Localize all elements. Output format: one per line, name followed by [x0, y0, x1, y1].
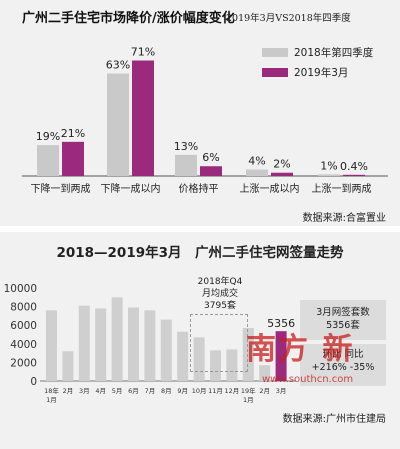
bar-2019m3 [343, 174, 365, 176]
data-label: 13% [174, 140, 198, 153]
category-label: 价格持平 [179, 182, 219, 195]
bottom-chart-title: 2018—2019年3月 广州二手住宅网签量走势 [56, 245, 344, 261]
legend-label: 2018年第四季度 [294, 47, 374, 59]
x-tick-label: 8月 [161, 387, 172, 395]
x-tick-label: 12月 [225, 387, 240, 395]
x-tick-label: 7月 [145, 387, 156, 395]
y-tick-label: 8000 [10, 302, 37, 314]
y-tick-label: 4000 [10, 339, 37, 351]
x-tick-label: 4月 [95, 387, 106, 395]
x-tick-label: 18年 [44, 386, 59, 395]
highlight-value-label: 5356 [267, 317, 295, 330]
data-label: 21% [61, 127, 85, 140]
annotation-line: 2018年Q4 [197, 277, 243, 287]
legend-swatch [262, 48, 288, 57]
q4-annotation: 2018年Q4 月均成交 3795套 [186, 276, 254, 312]
bar-2018q4 [318, 174, 340, 176]
legend-item-2019m3: 2019年3月 [262, 62, 348, 81]
x-tick-label: 5月 [112, 387, 123, 395]
stat-line: +216% -35% [300, 361, 386, 374]
watermark-url: www.southcn.com [262, 374, 354, 385]
yoy-label: 同比 [344, 349, 364, 360]
data-label: 1% [320, 159, 337, 172]
bar [193, 337, 205, 381]
x-tick-label: 6月 [128, 387, 139, 395]
x-tick-label: 1月 [243, 396, 254, 404]
x-tick-label: 3月 [79, 387, 90, 395]
bar-2018q4 [37, 145, 59, 176]
x-tick-label: 1月 [46, 396, 57, 404]
x-tick-label: 11月 [208, 387, 223, 395]
bar-highlight [275, 331, 287, 381]
bar-2018q4 [246, 169, 268, 176]
bar [177, 331, 189, 381]
bar [78, 305, 90, 381]
x-tick-label: 2月 [259, 387, 270, 395]
legend-label: 2019年3月 [294, 67, 349, 79]
mom-label: 环比 [322, 349, 342, 360]
growth-box: 环比 同比 +216% -35% [300, 344, 386, 386]
q4-dashed-box [190, 314, 248, 372]
bar [210, 350, 221, 381]
annotation-line: 月均成交 [201, 289, 238, 299]
bar [226, 349, 238, 381]
y-tick-label: 0 [30, 376, 37, 388]
legend-item-2018q4: 2018年第四季度 [262, 42, 373, 61]
top-chart-subtitle: 2019年3月VS2018年四季度 [226, 13, 351, 24]
x-tick-label: 3月 [276, 387, 287, 395]
data-label: 4% [248, 154, 265, 167]
x-tick-label: 2月 [63, 387, 74, 395]
category-label: 下降一到两成 [31, 182, 91, 195]
data-label: 19% [36, 130, 60, 143]
bar [144, 310, 156, 381]
bar [95, 308, 107, 381]
annotation-line: 3795套 [204, 301, 236, 311]
y-tick-label: 10000 [4, 283, 37, 295]
price-change-panel: 广州二手住宅市场降价/涨价幅度变化 2019年3月VS2018年四季度 2018… [0, 0, 400, 226]
bar-2019m3 [271, 172, 293, 176]
stat-label: 3月网签套数 [316, 307, 370, 318]
data-label: 71% [131, 46, 155, 59]
bar-2019m3 [132, 60, 154, 176]
x-tick-label: 19年 [241, 386, 256, 395]
data-label: 2% [273, 158, 290, 171]
bar [46, 310, 57, 381]
data-label: 6% [202, 151, 219, 164]
watermark-logo: 南方 新 [246, 332, 355, 367]
march-sales-box: 3月网签套数 5356套 [300, 300, 386, 340]
y-tick-label: 2000 [10, 357, 37, 369]
data-label: 63% [106, 59, 130, 72]
bar [62, 351, 74, 381]
stat-line: 环比 同比 [300, 348, 386, 361]
stat-value: 5356套 [326, 320, 360, 331]
x-tick-label: 10月 [192, 387, 207, 395]
yoy-value: -35% [349, 362, 375, 373]
category-label: 上涨一到两成 [312, 183, 372, 195]
top-chart-title: 广州二手住宅市场降价/涨价幅度变化 [22, 11, 235, 26]
bottom-source: 数据来源:广州市住建局 [282, 414, 386, 425]
bar [242, 327, 254, 381]
data-label: 0.4% [340, 160, 368, 173]
x-tick-label: 9月 [177, 387, 188, 395]
y-tick-label: 6000 [10, 320, 37, 332]
category-label: 下降一成以内 [101, 182, 161, 195]
top-source: 数据来源:合富置业 [302, 213, 386, 224]
price-change-chart: 19% 21% 下降一到两成 63%71% 下降一成以内 13% 6% 价格持平 4% 2% 上涨一… [22, 46, 388, 195]
mom-value: +216% [311, 362, 347, 373]
bar-2019m3 [200, 166, 222, 176]
transactions-panel: 2018—2019年3月 广州二手住宅网签量走势 0 2000 4000 6000 80… [0, 232, 400, 449]
bar [111, 297, 123, 381]
bar [259, 365, 271, 381]
category-label: 上涨一成以内 [240, 182, 300, 195]
bar-2018q4 [107, 73, 129, 176]
legend-swatch [262, 68, 288, 77]
bar [160, 319, 172, 381]
bar [128, 307, 139, 381]
bar-2018q4 [175, 154, 197, 176]
bar-2019m3 [62, 141, 84, 176]
